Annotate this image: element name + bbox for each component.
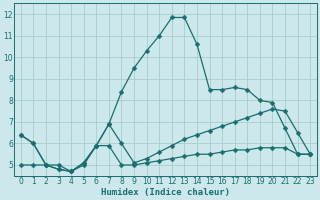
X-axis label: Humidex (Indice chaleur): Humidex (Indice chaleur)	[101, 188, 230, 197]
